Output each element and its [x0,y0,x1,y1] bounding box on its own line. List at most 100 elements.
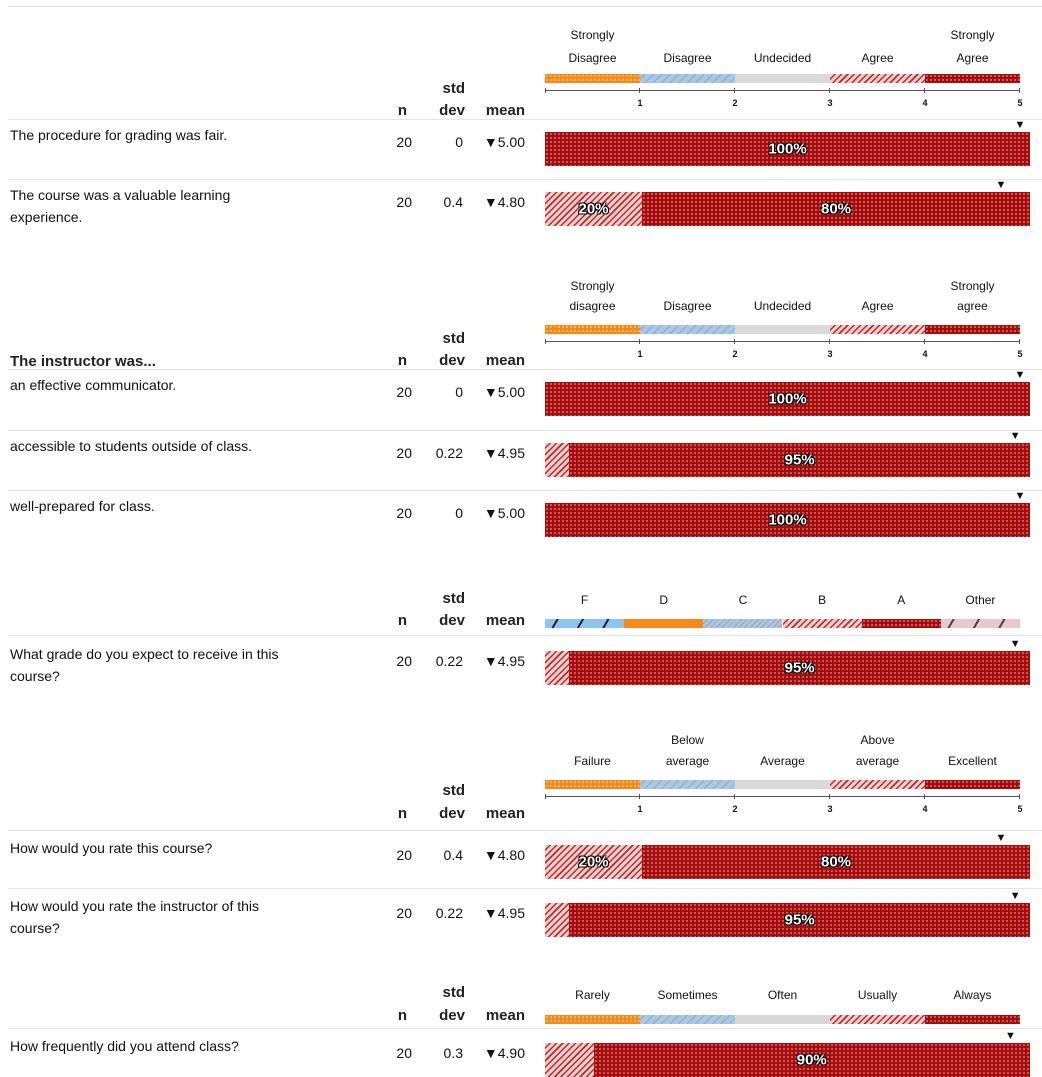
mean-value: ▼5.00 [483,505,525,521]
axis-tick [924,339,925,344]
axis-tick-label: 3 [827,98,833,108]
row-divider [8,1028,1042,1029]
bar-segment [545,132,1030,166]
axis-tick [545,794,546,799]
std-dev-value: 0.4 [443,194,463,210]
std-dev-value: 0 [455,134,463,150]
axis-tick-label: 4 [922,98,928,108]
count-value: 20 [396,505,412,521]
mean-value: ▼4.80 [483,194,525,210]
scale-swatch [735,780,830,789]
scale-swatch [735,325,830,334]
axis-tick-label: 3 [827,804,833,814]
scale-swatch [545,74,640,83]
count-value: 20 [396,905,412,921]
scale-label: C [738,593,748,607]
row-divider [8,888,1042,889]
scale-swatch [925,1015,1020,1024]
bar-segment [569,903,1030,937]
count-value: 20 [396,653,412,669]
row-divider [8,179,1042,180]
column-header-n: n [397,1007,407,1024]
bar-percent-label: 20% [578,200,609,218]
mean-marker-icon: ▼ [995,832,1007,844]
scale-swatch [782,619,862,628]
axis-tick-label: 2 [732,349,738,359]
mean-value: ▼4.95 [483,905,525,921]
axis-tick [924,88,925,93]
column-header-dev: dev [439,805,465,822]
bar-segment [545,192,642,226]
mean-value: ▼5.00 [483,384,525,400]
scale-axis [545,796,1020,797]
bar-percent-label: 20% [578,853,609,871]
std-dev-value: 0.3 [443,1045,463,1061]
axis-tick-label: 4 [922,349,928,359]
bar-percent-label: 90% [796,1051,827,1069]
question-label: course? [10,668,60,684]
column-header-mean: mean [485,805,525,822]
mean-marker-icon: ▼ [995,179,1007,191]
question-label: The procedure for grading was fair. [10,127,228,143]
column-header-mean: mean [485,1007,525,1024]
count-value: 20 [396,384,412,400]
mean-marker-icon: ▼ [1009,890,1021,902]
axis-tick-label: 2 [732,804,738,814]
bar-segment [545,845,642,879]
axis-tick-label: 5 [1017,349,1023,359]
std-dev-value: 0.22 [435,905,463,921]
bar-percent-label: 95% [784,911,815,929]
column-header-n: n [397,102,407,119]
mean-value: ▼4.90 [483,1045,525,1061]
scale-swatch [545,1015,640,1024]
scale-label: Disagree [663,299,712,313]
scale-label: average [855,754,900,768]
scale-swatch [735,1015,830,1024]
axis-tick [545,339,546,344]
axis-tick-label: 4 [922,804,928,814]
mean-marker-icon: ▼ [1014,119,1026,131]
bar-segment [569,651,1030,685]
bar-segment [593,1043,1030,1077]
scale-swatch [861,619,941,628]
axis-tick [1019,794,1020,799]
bar-segment [545,651,570,685]
bar-percent-label: 100% [768,140,807,158]
axis-tick-label: 1 [637,804,643,814]
count-value: 20 [396,194,412,210]
scale-label: Disagree [663,51,712,65]
column-header-std: std [442,782,466,799]
scale-label: agree [957,299,988,313]
scale-label: Undecided [753,299,812,313]
bar-segment [545,382,1030,416]
question-label: an effective communicator. [10,377,177,393]
scale-label: Above [860,733,895,747]
axis-tick [924,794,925,799]
mean-value: ▼4.80 [483,847,525,863]
question-label: course? [10,920,60,936]
mean-value: ▼4.95 [483,445,525,461]
scale-label: Strongly [950,28,995,42]
bar-segment [545,503,1030,537]
column-header-dev: dev [439,1007,465,1024]
mean-marker-icon: ▼ [1014,369,1026,381]
std-dev-value: 0.4 [443,847,463,863]
axis-tick-label: 1 [637,349,643,359]
column-header-mean: mean [485,352,525,369]
column-header-n: n [397,612,407,629]
row-divider [8,430,1042,431]
scale-swatch [735,74,830,83]
scale-swatch [925,780,1020,789]
column-header-std: std [442,590,466,607]
scale-label: F [580,593,589,607]
bar-segment [545,903,570,937]
scale-axis [545,341,1020,342]
scale-swatch [624,619,704,628]
scale-label: Strongly [570,28,615,42]
std-dev-value: 0 [455,384,463,400]
count-value: 20 [396,134,412,150]
scale-swatch [640,74,735,83]
scale-label: Agree [861,51,894,65]
scale-label: Excellent [948,754,997,768]
row-divider [8,119,1042,120]
